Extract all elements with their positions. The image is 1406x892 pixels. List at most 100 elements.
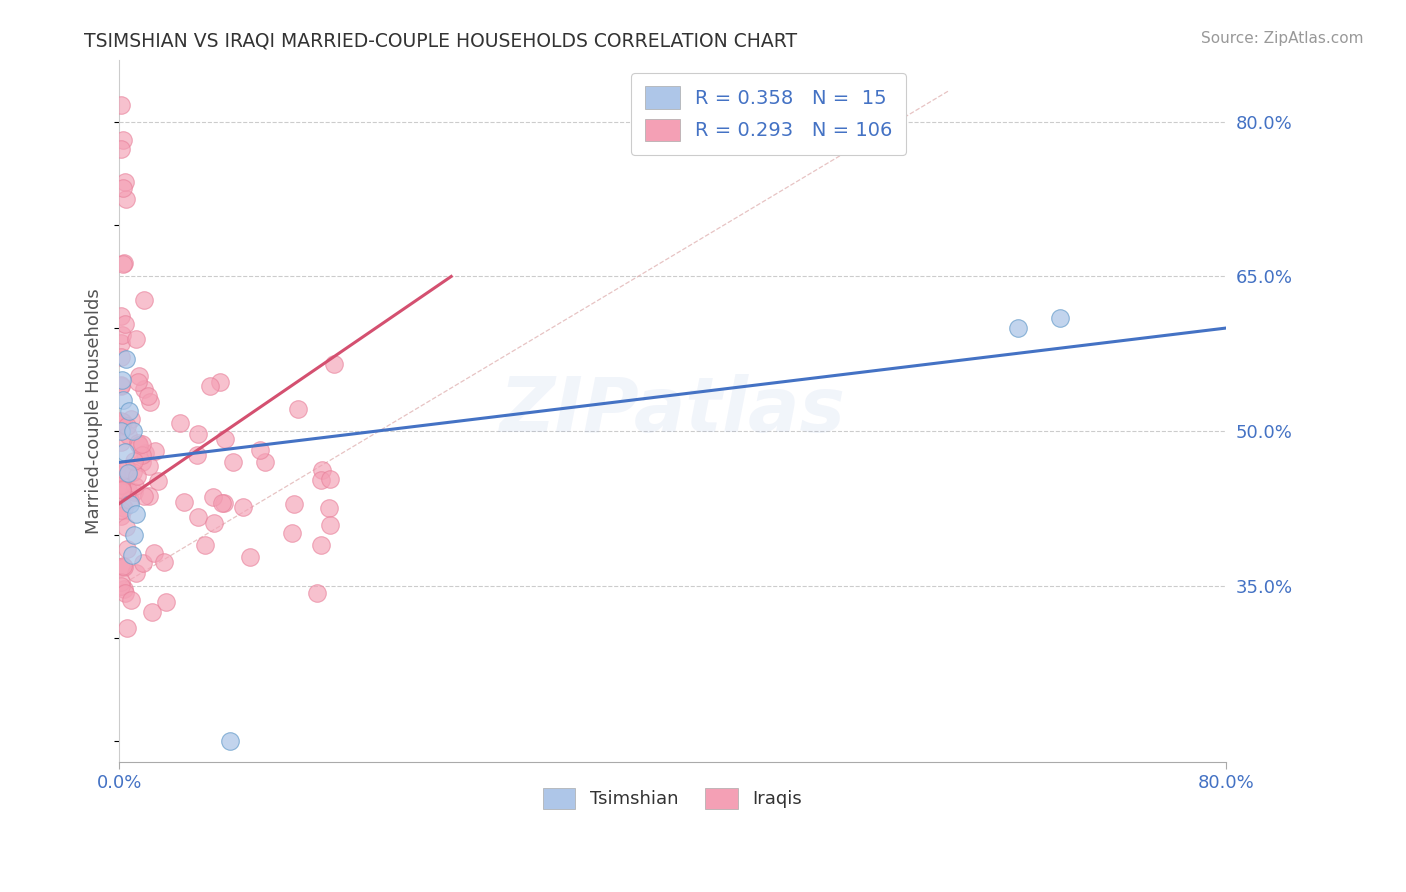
- Point: [212, 496, 235, 510]
- Point: [122, 465, 145, 479]
- Point: [214, 432, 236, 446]
- Point: [110, 377, 132, 392]
- Text: Source: ZipAtlas.com: Source: ZipAtlas.com: [1201, 31, 1364, 46]
- Point: [128, 369, 150, 384]
- Point: [110, 574, 132, 589]
- Point: [110, 477, 132, 491]
- Point: [232, 500, 254, 514]
- Point: [117, 466, 139, 480]
- Point: [114, 462, 136, 476]
- Point: [146, 474, 169, 488]
- Point: [311, 474, 333, 488]
- Point: [122, 425, 145, 439]
- Point: [136, 389, 159, 403]
- Point: [138, 458, 160, 473]
- Point: [122, 484, 145, 499]
- Point: [115, 468, 138, 483]
- Point: [139, 394, 162, 409]
- Point: [112, 582, 135, 596]
- Point: [111, 327, 134, 342]
- Point: [155, 595, 177, 609]
- Point: [305, 586, 328, 600]
- Point: [110, 379, 132, 393]
- Point: [110, 414, 132, 428]
- Point: [120, 497, 142, 511]
- Point: [141, 605, 163, 619]
- Point: [127, 435, 149, 450]
- Point: [131, 455, 153, 469]
- Point: [134, 446, 156, 460]
- Point: [138, 489, 160, 503]
- Point: [122, 453, 145, 467]
- Point: [110, 350, 132, 364]
- Point: [110, 485, 132, 500]
- Point: [239, 550, 262, 565]
- Point: [1007, 321, 1029, 335]
- Point: [112, 560, 135, 574]
- Point: [319, 517, 342, 532]
- Point: [115, 419, 138, 434]
- Point: [249, 442, 271, 457]
- Point: [117, 483, 139, 498]
- Point: [219, 734, 242, 748]
- Point: [110, 435, 132, 450]
- Point: [318, 501, 340, 516]
- Point: [110, 336, 132, 351]
- Point: [110, 579, 132, 593]
- Point: [173, 495, 195, 509]
- Point: [187, 509, 209, 524]
- Point: [202, 490, 225, 504]
- Point: [194, 538, 217, 552]
- Point: [111, 132, 134, 146]
- Point: [287, 401, 309, 416]
- Point: [111, 257, 134, 271]
- Point: [281, 525, 304, 540]
- Point: [1049, 310, 1071, 325]
- Point: [110, 503, 132, 517]
- Point: [198, 379, 221, 393]
- Point: [118, 493, 141, 508]
- Point: [125, 507, 148, 521]
- Point: [112, 415, 135, 429]
- Text: ZIPatlas: ZIPatlas: [499, 374, 845, 448]
- Point: [114, 175, 136, 189]
- Point: [208, 376, 231, 390]
- Point: [132, 556, 155, 570]
- Point: [110, 560, 132, 574]
- Point: [117, 621, 139, 635]
- Point: [169, 416, 191, 430]
- Point: [110, 467, 132, 482]
- Point: [110, 97, 132, 112]
- Point: [319, 472, 342, 486]
- Point: [124, 527, 146, 541]
- Point: [132, 489, 155, 503]
- Point: [222, 455, 245, 469]
- Point: [114, 445, 136, 459]
- Point: [132, 293, 155, 307]
- Legend: Tsimshian, Iraqis: Tsimshian, Iraqis: [536, 780, 810, 816]
- Point: [115, 462, 138, 476]
- Point: [111, 483, 134, 497]
- Point: [311, 462, 333, 476]
- Point: [211, 496, 233, 510]
- Point: [125, 468, 148, 483]
- Point: [142, 546, 165, 560]
- Point: [120, 593, 142, 607]
- Point: [152, 555, 174, 569]
- Point: [120, 412, 142, 426]
- Point: [118, 403, 141, 417]
- Point: [114, 473, 136, 487]
- Point: [311, 538, 333, 552]
- Point: [128, 438, 150, 452]
- Point: [115, 352, 138, 367]
- Point: [115, 193, 138, 207]
- Point: [124, 479, 146, 493]
- Point: [112, 559, 135, 574]
- Point: [115, 542, 138, 557]
- Point: [112, 500, 135, 515]
- Point: [186, 448, 208, 462]
- Point: [111, 373, 134, 387]
- Point: [125, 333, 148, 347]
- Point: [110, 425, 132, 439]
- Point: [111, 482, 134, 496]
